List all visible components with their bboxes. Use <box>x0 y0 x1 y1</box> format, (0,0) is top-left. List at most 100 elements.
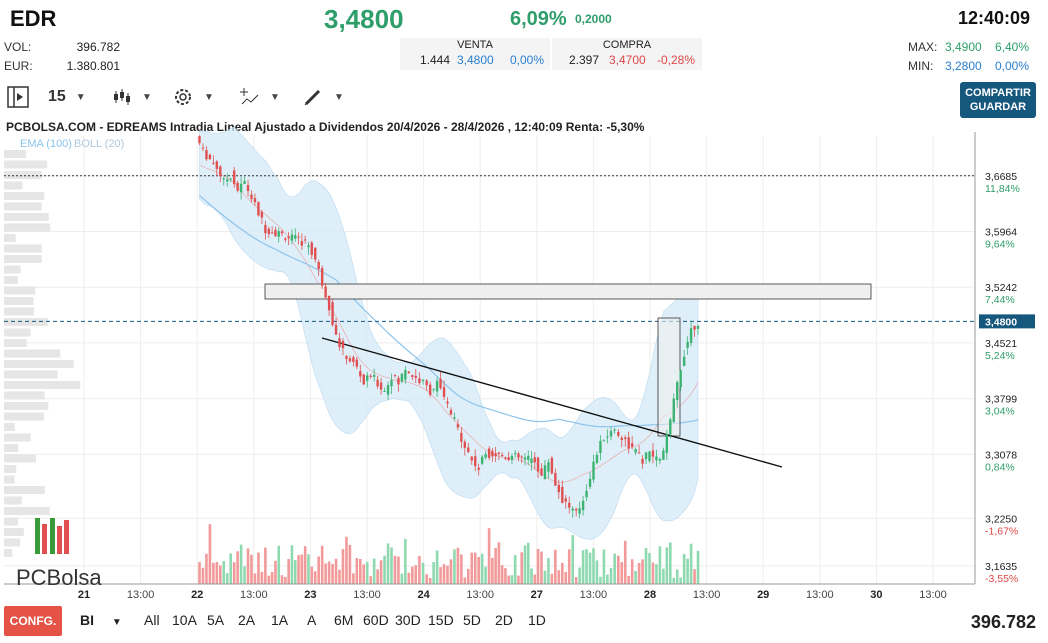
period-button-15d[interactable]: 15D <box>428 612 454 628</box>
volume-bar <box>595 560 599 584</box>
candle-body <box>578 508 581 514</box>
volume-bar <box>689 543 693 584</box>
period-button-all[interactable]: All <box>144 612 160 628</box>
volume-profile-bar <box>4 360 74 368</box>
period-button-5d[interactable]: 5D <box>463 612 481 628</box>
volume-profile-bar <box>4 213 49 221</box>
volume-bar <box>300 554 304 584</box>
period-button-a[interactable]: A <box>307 612 317 628</box>
chevron-down-icon: ▼ <box>270 91 280 103</box>
candle-body <box>523 457 527 460</box>
candle-body <box>400 373 404 382</box>
volume-bar <box>567 549 571 584</box>
period-button-5a[interactable]: 5A <box>207 612 225 628</box>
candle-body <box>212 162 215 164</box>
candle-body <box>536 457 540 472</box>
volume-profile-bar <box>4 381 81 389</box>
interval-select[interactable]: 15 ▼ <box>48 82 86 112</box>
resistance-zone-rect[interactable] <box>264 283 872 300</box>
volume-bar <box>686 558 689 584</box>
volume-profile-bar <box>4 391 45 400</box>
candle-body <box>239 183 243 193</box>
volume-bar <box>641 559 644 584</box>
period-button-1d[interactable]: 1D <box>528 612 546 628</box>
mode-select[interactable]: BI ▼ <box>80 612 122 628</box>
period-button-2d[interactable]: 2D <box>495 612 513 628</box>
candle-body <box>300 241 304 246</box>
logo-text: PCBolsa <box>16 565 102 590</box>
candle-body <box>324 286 327 298</box>
sell-pct: 0,00% <box>510 53 545 67</box>
x-tick-label: 13:00 <box>580 589 608 601</box>
candle-body <box>679 370 682 388</box>
volume-bar <box>439 567 442 584</box>
chevron-down-icon: ▼ <box>204 91 214 103</box>
config-button[interactable]: CONFG. <box>4 606 62 636</box>
settings-select[interactable]: ▼ <box>172 82 214 112</box>
chart-toolbar: 15 ▼ ▼ ▼ ▼ ▼ <box>0 82 1048 116</box>
candle-body <box>226 179 229 182</box>
volume-profile-bar <box>4 549 13 557</box>
volume-profile-bar <box>4 297 34 305</box>
volume-bar <box>201 567 205 584</box>
chevron-down-icon: ▼ <box>334 91 344 103</box>
candle-body <box>474 456 477 467</box>
candle-body <box>606 436 609 438</box>
candle-body <box>294 235 297 239</box>
candle-body <box>428 384 432 395</box>
volume-bar <box>561 562 564 584</box>
volume-bar <box>675 569 679 584</box>
period-button-60d[interactable]: 60D <box>363 612 389 628</box>
period-button-10a[interactable]: 10A <box>172 612 197 628</box>
drawing-tools-select[interactable]: ▼ <box>302 82 344 112</box>
candle-body <box>270 232 274 234</box>
vol-value: 396.782 <box>76 40 120 54</box>
volume-bar <box>236 551 239 584</box>
indicators-select[interactable]: ▼ <box>238 82 280 112</box>
volume-bar <box>599 576 602 584</box>
y-tick-label: 3,3078 <box>985 449 1017 461</box>
candle-body <box>550 457 554 474</box>
candle-body <box>585 490 588 498</box>
volume-bar <box>274 560 277 584</box>
volume-profile-bar <box>4 528 24 536</box>
volume-bar <box>365 562 369 584</box>
volume-bar <box>386 543 390 584</box>
volume-bar <box>578 567 581 584</box>
x-tick-label: 13:00 <box>806 589 834 601</box>
change-absolute: 0,2000 <box>575 12 612 26</box>
chart-type-select[interactable]: ▼ <box>112 82 152 112</box>
candle-body <box>253 198 257 203</box>
candle-body <box>372 374 376 377</box>
panel-toggle-button[interactable] <box>6 82 30 112</box>
period-button-1a[interactable]: 1A <box>271 612 289 628</box>
volume-bar <box>613 553 616 584</box>
volume-bar <box>407 572 411 584</box>
volume-profile-bar <box>4 234 16 242</box>
period-button-6m[interactable]: 6M <box>334 612 354 628</box>
x-tick-label: 13:00 <box>127 589 155 601</box>
candle-body <box>386 384 390 395</box>
volume-bar <box>376 569 379 584</box>
candles <box>198 135 700 519</box>
volume-bar <box>630 559 634 584</box>
candle-body <box>564 498 567 502</box>
candle-body <box>446 401 449 404</box>
share-save-button[interactable]: COMPARTIR GUARDAR <box>960 82 1036 118</box>
candle-body <box>383 391 386 393</box>
volume-profile-bar <box>4 507 50 515</box>
trend-line[interactable] <box>321 337 783 468</box>
period-button-30d[interactable]: 30D <box>395 612 421 628</box>
volume-bar <box>425 574 428 584</box>
volume-bar <box>606 574 609 584</box>
breakout-rect[interactable] <box>657 317 681 437</box>
volume-bar <box>480 553 484 584</box>
volume-bar <box>428 577 432 584</box>
volume-bar <box>400 573 404 584</box>
volume-bar <box>369 576 372 584</box>
candle-body <box>260 211 264 218</box>
candle-body <box>561 486 564 503</box>
period-button-2a[interactable]: 2A <box>238 612 256 628</box>
volume-bar <box>397 556 400 584</box>
